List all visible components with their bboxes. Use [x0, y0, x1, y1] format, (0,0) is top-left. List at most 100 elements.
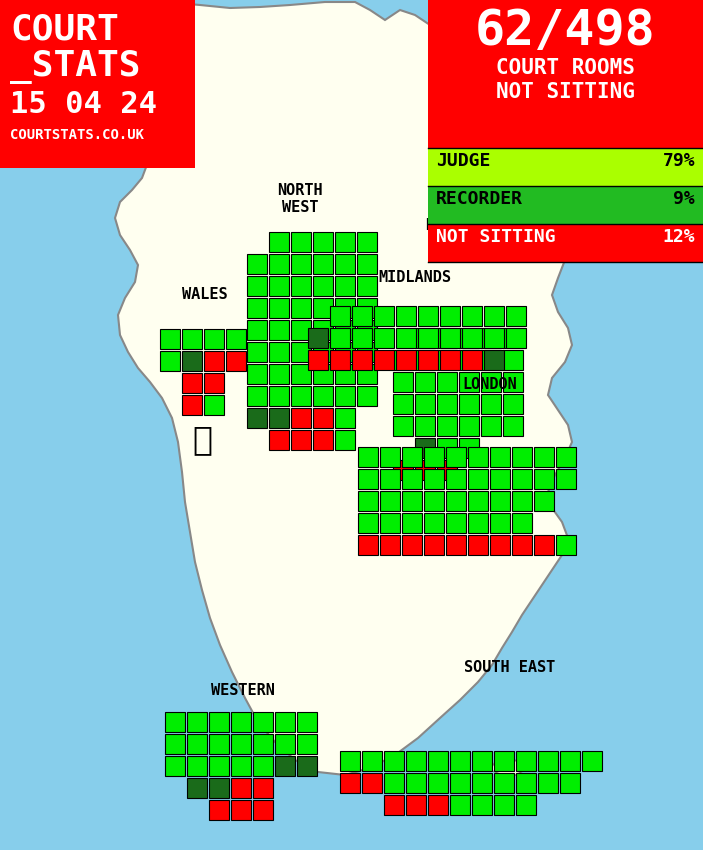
FancyBboxPatch shape: [209, 778, 229, 798]
Text: WESTERN: WESTERN: [211, 683, 275, 698]
FancyBboxPatch shape: [481, 350, 501, 370]
FancyBboxPatch shape: [204, 329, 224, 349]
FancyBboxPatch shape: [335, 320, 355, 340]
FancyBboxPatch shape: [358, 469, 378, 489]
FancyBboxPatch shape: [330, 350, 350, 370]
FancyBboxPatch shape: [269, 430, 289, 450]
FancyBboxPatch shape: [450, 773, 470, 793]
FancyBboxPatch shape: [534, 491, 554, 511]
FancyBboxPatch shape: [330, 306, 350, 326]
FancyBboxPatch shape: [534, 535, 554, 555]
FancyBboxPatch shape: [582, 751, 602, 771]
FancyBboxPatch shape: [187, 734, 207, 754]
FancyBboxPatch shape: [269, 386, 289, 406]
FancyBboxPatch shape: [275, 756, 295, 776]
FancyBboxPatch shape: [490, 447, 510, 467]
FancyBboxPatch shape: [253, 734, 273, 754]
FancyBboxPatch shape: [468, 513, 488, 533]
FancyBboxPatch shape: [415, 438, 435, 458]
FancyBboxPatch shape: [330, 328, 350, 348]
FancyBboxPatch shape: [247, 276, 267, 296]
FancyBboxPatch shape: [396, 306, 416, 326]
FancyBboxPatch shape: [450, 795, 470, 815]
FancyBboxPatch shape: [538, 751, 558, 771]
FancyBboxPatch shape: [362, 773, 382, 793]
FancyBboxPatch shape: [503, 350, 523, 370]
FancyBboxPatch shape: [415, 372, 435, 392]
FancyBboxPatch shape: [393, 394, 413, 414]
FancyBboxPatch shape: [160, 329, 180, 349]
FancyBboxPatch shape: [402, 469, 422, 489]
FancyBboxPatch shape: [556, 535, 576, 555]
Text: 79%: 79%: [662, 152, 695, 170]
Text: 🐨: 🐨: [192, 423, 212, 456]
FancyBboxPatch shape: [380, 491, 400, 511]
FancyBboxPatch shape: [291, 232, 311, 252]
FancyBboxPatch shape: [446, 469, 466, 489]
FancyBboxPatch shape: [428, 0, 703, 262]
FancyBboxPatch shape: [534, 447, 554, 467]
FancyBboxPatch shape: [209, 734, 229, 754]
FancyBboxPatch shape: [516, 773, 536, 793]
FancyBboxPatch shape: [358, 535, 378, 555]
FancyBboxPatch shape: [352, 328, 372, 348]
FancyBboxPatch shape: [269, 254, 289, 274]
FancyBboxPatch shape: [374, 306, 394, 326]
FancyBboxPatch shape: [494, 773, 514, 793]
FancyBboxPatch shape: [424, 491, 444, 511]
FancyBboxPatch shape: [437, 350, 457, 370]
Text: _STATS: _STATS: [10, 50, 141, 84]
FancyBboxPatch shape: [352, 306, 372, 326]
FancyBboxPatch shape: [384, 795, 404, 815]
FancyBboxPatch shape: [313, 232, 333, 252]
FancyBboxPatch shape: [247, 298, 267, 318]
FancyBboxPatch shape: [247, 364, 267, 384]
FancyBboxPatch shape: [437, 394, 457, 414]
FancyBboxPatch shape: [357, 298, 377, 318]
FancyBboxPatch shape: [534, 469, 554, 489]
FancyBboxPatch shape: [291, 298, 311, 318]
FancyBboxPatch shape: [160, 351, 180, 371]
FancyBboxPatch shape: [418, 350, 438, 370]
FancyBboxPatch shape: [231, 800, 251, 820]
FancyBboxPatch shape: [481, 328, 501, 348]
Text: 9%: 9%: [673, 190, 695, 208]
FancyBboxPatch shape: [335, 276, 355, 296]
FancyBboxPatch shape: [380, 469, 400, 489]
FancyBboxPatch shape: [415, 416, 435, 436]
FancyBboxPatch shape: [428, 795, 448, 815]
FancyBboxPatch shape: [556, 469, 576, 489]
FancyBboxPatch shape: [226, 351, 246, 371]
FancyBboxPatch shape: [462, 328, 482, 348]
FancyBboxPatch shape: [313, 276, 333, 296]
FancyBboxPatch shape: [418, 306, 438, 326]
FancyBboxPatch shape: [440, 350, 460, 370]
FancyBboxPatch shape: [402, 535, 422, 555]
FancyBboxPatch shape: [308, 328, 328, 348]
FancyBboxPatch shape: [428, 773, 448, 793]
FancyBboxPatch shape: [446, 513, 466, 533]
FancyBboxPatch shape: [247, 254, 267, 274]
FancyBboxPatch shape: [402, 491, 422, 511]
FancyBboxPatch shape: [503, 328, 523, 348]
FancyBboxPatch shape: [358, 491, 378, 511]
FancyBboxPatch shape: [209, 712, 229, 732]
FancyBboxPatch shape: [165, 756, 185, 776]
FancyBboxPatch shape: [406, 751, 426, 771]
Text: NORTH
EAST: NORTH EAST: [425, 218, 471, 250]
FancyBboxPatch shape: [291, 364, 311, 384]
FancyBboxPatch shape: [335, 386, 355, 406]
FancyBboxPatch shape: [335, 342, 355, 362]
FancyBboxPatch shape: [247, 342, 267, 362]
FancyBboxPatch shape: [415, 460, 435, 480]
FancyBboxPatch shape: [503, 416, 523, 436]
FancyBboxPatch shape: [393, 416, 413, 436]
FancyBboxPatch shape: [357, 364, 377, 384]
FancyBboxPatch shape: [512, 513, 532, 533]
FancyBboxPatch shape: [187, 712, 207, 732]
FancyBboxPatch shape: [424, 447, 444, 467]
FancyBboxPatch shape: [374, 328, 394, 348]
FancyBboxPatch shape: [269, 342, 289, 362]
FancyBboxPatch shape: [358, 513, 378, 533]
FancyBboxPatch shape: [468, 491, 488, 511]
